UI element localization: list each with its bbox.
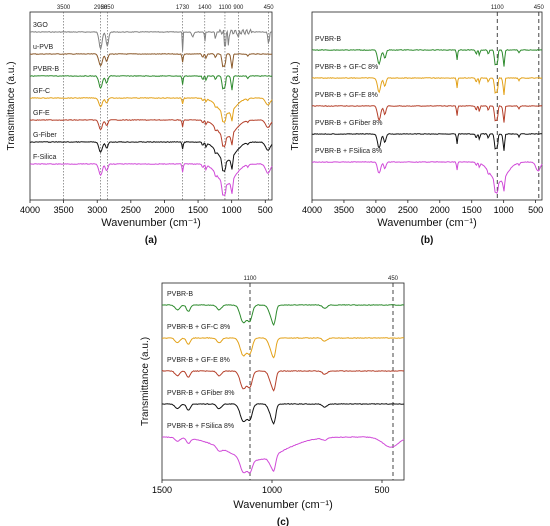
series-label: PVBR-B + GF-C 8% [167,324,230,331]
reference-line-label: 450 [534,5,545,11]
series-line [29,97,273,124]
x-tick-label: 1500 [462,205,482,215]
series-line [161,403,404,425]
y-axis-title: Transmittance (a.u.) [6,61,17,150]
x-tick-label: 500 [528,205,543,215]
series-label: u-PVB [33,44,54,51]
x-tick-label: 3500 [334,205,354,215]
x-tick-label: 4000 [20,205,40,215]
series-label: PVBR-B + GF-E 8% [315,92,378,99]
x-tick-label: 2500 [398,205,418,215]
series-line [29,163,273,197]
plot-frame [161,282,405,481]
series-label: GF-C [33,88,50,95]
chart-panel-1: 1100 450 4000 3500 3000 2500 2000 1500 1000 500 Wa… [290,5,544,246]
x-tick-label: 2000 [430,205,450,215]
reference-line-label: 1730 [176,5,190,11]
series-label: PVBR-B + GFiber 8% [315,120,383,127]
series-line [30,28,273,52]
series-line [161,436,405,474]
plot-frame [29,11,273,201]
panel-label: (a) [145,235,157,246]
series-line [162,304,405,326]
series-label: GF-E [33,110,50,117]
reference-line-label: 2850 [101,5,115,11]
series-line [311,133,542,151]
series-label: F-Silica [33,154,56,161]
x-tick-label: 1000 [262,485,282,495]
x-axis-title: Wavenumber (cm⁻¹) [377,217,477,229]
reference-line-label: 1400 [198,5,212,11]
reference-line-label: 3500 [57,5,71,11]
y-axis-title: Transmittance (a.u.) [290,61,301,150]
x-tick-label: 500 [374,485,389,495]
reference-line-label: 2950 [94,5,108,11]
x-tick-label: 3500 [54,205,74,215]
x-tick-label: 2000 [154,205,174,215]
series-line [161,370,405,392]
series-label: PVBR-B [315,36,341,43]
reference-line-label: 450 [264,5,275,11]
series-label: PVBR-B + GFiber 8% [167,390,235,397]
series-label: PVBR-B + GF-C 8% [315,64,378,71]
x-axis-title: Wavenumber (cm⁻¹) [233,499,333,511]
x-tick-label: 500 [258,205,273,215]
panel-label: (c) [277,517,289,526]
series-label: PVBR-B [33,66,59,73]
reference-line-label: 450 [388,276,399,282]
reference-line-label: 1100 [491,5,505,11]
series-line [29,141,273,173]
x-tick-label: 1500 [188,205,208,215]
chart-panel-2: 1100 450 1500 1000 500 Wavenumber (cm⁻¹) Trans… [140,276,405,526]
x-tick-label: 1000 [222,205,242,215]
x-tick-label: 4000 [302,205,322,215]
series-line [311,49,543,67]
series-label: PVBR-B + FSilica 8% [315,148,382,155]
series-label: 3GO [33,22,48,29]
series-line [311,105,543,123]
series-label: PVBR-B + GF-E 8% [167,357,230,364]
reference-line-label: 900 [233,5,244,11]
x-tick-label: 1000 [494,205,514,215]
panel-label: (b) [421,235,434,246]
series-label: PVBR-B [167,291,193,298]
x-axis-title: Wavenumber (cm⁻¹) [101,217,201,229]
series-line [29,119,273,148]
series-line [311,77,543,96]
x-tick-label: 2500 [121,205,141,215]
series-line [30,75,273,91]
series-line [311,161,543,194]
y-axis-title: Transmittance (a.u.) [140,337,151,426]
x-tick-label: 3000 [366,205,386,215]
x-tick-label: 3000 [87,205,107,215]
x-tick-label: 1500 [152,485,172,495]
reference-line-label: 1100 [218,5,232,11]
series-line [162,337,405,359]
series-label: PVBR-B + FSilica 8% [167,423,234,430]
reference-line-label: 1100 [244,276,258,282]
series-line [30,53,273,69]
series-label: G-Fiber [33,132,57,139]
